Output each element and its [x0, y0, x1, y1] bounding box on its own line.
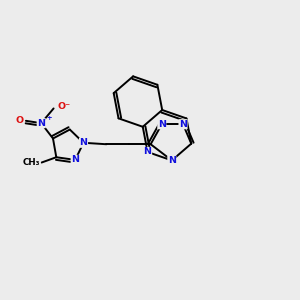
Text: N: N	[80, 138, 88, 147]
Text: N: N	[158, 120, 166, 129]
Text: O⁻: O⁻	[57, 102, 70, 111]
Text: CH₃: CH₃	[23, 158, 40, 167]
Text: +: +	[46, 115, 52, 121]
Text: N: N	[71, 155, 79, 164]
Text: N: N	[179, 120, 187, 129]
Text: O: O	[16, 116, 24, 125]
Text: N: N	[144, 148, 152, 157]
Text: N: N	[37, 119, 45, 128]
Text: N: N	[168, 156, 176, 165]
